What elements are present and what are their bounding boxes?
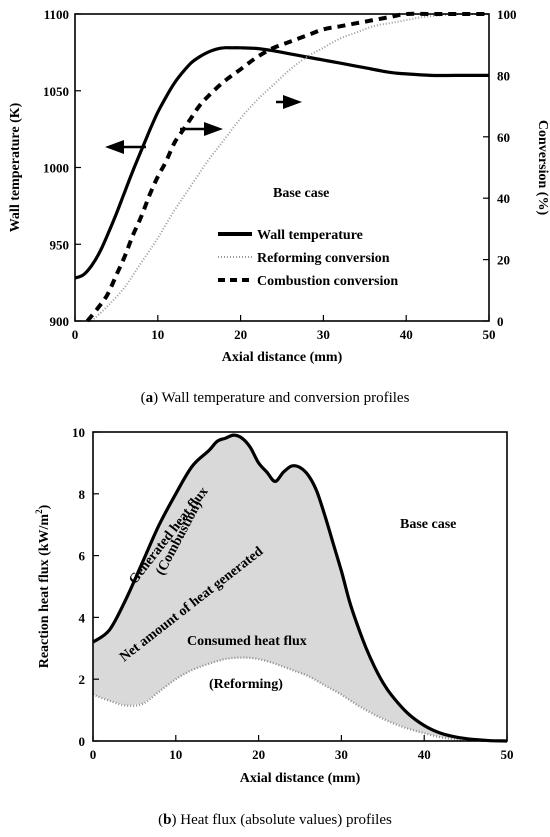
chart-a-caption: (a) Wall temperature and conversion prof… [141, 390, 410, 406]
chart-a: 0 10 20 30 40 50 900 950 1000 1050 1100 0 20 40 60 80 10… [8, 7, 550, 406]
x-tick-label: 10 [151, 327, 164, 342]
y2-tick-label: 100 [497, 7, 517, 22]
x-tick-label: 0 [90, 747, 97, 762]
chart-b-caption-label: b [163, 812, 171, 828]
y-tick-label: 4 [79, 610, 86, 625]
x-tick-label: 30 [317, 327, 330, 342]
y-tick-label: 10 [72, 425, 85, 440]
x-tick-label: 20 [252, 747, 265, 762]
legend-label-wall-temperature: Wall temperature [257, 228, 363, 243]
chart-a-caption-text: Wall temperature and conversion profiles [158, 390, 410, 406]
chart-b-y-axis-label-end: ) [37, 504, 52, 509]
y-tick-label: 1000 [43, 161, 69, 176]
chart-b-y-axis-label: Reaction heat flux (kW/m2) [34, 504, 52, 668]
chart-b-y-axis-label-sup: 2 [34, 509, 44, 514]
chart-a-caption-label: a [146, 390, 154, 406]
x-tick-label: 50 [501, 747, 514, 762]
series-line-consumed-heat-flux [92, 656, 508, 743]
y-tick-label: 2 [79, 672, 86, 687]
y-tick-label: 6 [79, 549, 86, 564]
chart-a-y2-axis-label: Conversion (%) [535, 120, 550, 216]
x-tick-label: 40 [400, 327, 413, 342]
chart-a-arrows [105, 95, 302, 154]
chart-b-caption: (b) Heat flux (absolute values) profiles [158, 812, 392, 828]
chart-b-marks [92, 433, 508, 743]
chart-b-annotation-base-case: Base case [400, 517, 456, 532]
right-arrow-icon [276, 95, 302, 109]
y-tick-label: 8 [79, 487, 86, 502]
chart-a-marks [74, 11, 489, 323]
chart-b-plot-frame [92, 431, 508, 742]
right-arrow-icon [180, 122, 223, 136]
chart-b-caption-text: Heat flux (absolute values) profiles [176, 812, 392, 828]
legend-label-combustion-conversion: Combustion conversion [257, 274, 398, 289]
net-heat-area [93, 435, 507, 741]
y2-tick-label: 40 [497, 191, 510, 206]
y-tick-label: 1100 [44, 7, 69, 22]
y-tick-label: 1050 [43, 84, 69, 99]
y2-tick-label: 20 [497, 253, 510, 268]
chart-a-legend: Wall temperature Reforming conversion Co… [218, 228, 398, 289]
chart-b-x-axis-label: Axial distance (mm) [240, 771, 361, 786]
y-tick-label: 900 [50, 314, 70, 329]
x-tick-label: 40 [418, 747, 431, 762]
y2-tick-label: 60 [497, 130, 510, 145]
y-tick-label: 0 [79, 734, 86, 749]
y-tick-label: 950 [50, 237, 70, 252]
series-line-wall-temperature [74, 46, 489, 280]
x-tick-label: 50 [483, 327, 496, 342]
chart-b-annotation-consumed: Consumed heat flux [187, 634, 307, 649]
chart-b-ticks: 0 10 20 30 40 50 0 2 4 6 8 10 [72, 425, 514, 762]
y2-tick-label: 0 [497, 314, 504, 329]
chart-a-annotation-base-case: Base case [273, 186, 329, 201]
chart-a-y-axis-label: Wall temperature (K) [8, 102, 23, 232]
series-line-combustion-conversion [85, 11, 489, 323]
chart-a-ticks: 0 10 20 30 40 50 900 950 1000 1050 1100 0 20 40 60 80 10… [43, 7, 517, 342]
x-tick-label: 20 [234, 327, 247, 342]
x-tick-label: 10 [169, 747, 182, 762]
series-line-generated-heat-flux [92, 433, 508, 743]
chart-a-x-axis-label: Axial distance (mm) [222, 350, 343, 365]
left-arrow-icon [105, 140, 146, 154]
x-tick-label: 30 [335, 747, 348, 762]
chart-b: 0 10 20 30 40 50 0 2 4 6 8 10 Axial distance (mm) R… [34, 425, 514, 828]
x-tick-label: 0 [72, 327, 79, 342]
chart-b-y-axis-label-main: Reaction heat flux (kW/m [37, 514, 52, 669]
y2-tick-label: 80 [497, 68, 510, 83]
legend-label-reforming-conversion: Reforming conversion [257, 251, 390, 266]
chart-b-annotation-reforming: (Reforming) [209, 677, 283, 692]
